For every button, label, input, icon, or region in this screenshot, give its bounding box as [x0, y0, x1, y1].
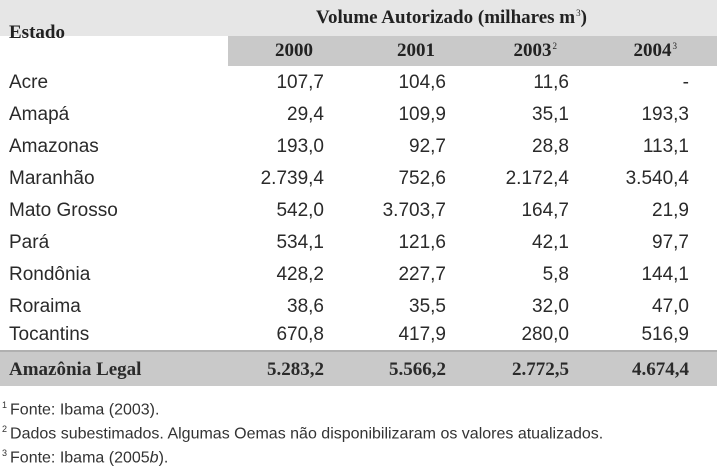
table-row: Tocantins 670,8 417,9 280,0 516,9	[0, 318, 717, 350]
volume-column-header: Volume Autorizado (milhares m3)	[316, 7, 587, 29]
cell-2001: 227,7	[398, 264, 446, 285]
footnote-number: 3	[2, 448, 8, 458]
total-2000: 5.283,2	[267, 359, 324, 380]
cell-2001: 92,7	[409, 136, 446, 157]
year-label: 2004	[633, 40, 672, 61]
cell-2001: 3.703,7	[382, 200, 446, 221]
cell-2003: 280,0	[521, 324, 569, 345]
volume-title: Volume Autorizado (milhares m	[316, 7, 576, 28]
cell-2001: 104,6	[398, 72, 446, 93]
row-estado: Mato Grosso	[9, 200, 118, 221]
cell-2000: 2.739,4	[260, 168, 324, 189]
cell-2001: 417,9	[398, 324, 446, 345]
cell-2000: 534,1	[276, 232, 324, 253]
table-header-top	[0, 0, 717, 36]
year-label: 2003	[513, 40, 552, 61]
table-row: Pará 534,1 121,6 42,1 97,7	[0, 226, 717, 258]
row-estado: Roraima	[9, 296, 81, 317]
total-label: Amazônia Legal	[9, 359, 142, 380]
cell-2004: 3.540,4	[625, 168, 689, 189]
footnote-3: 3 Fonte: Ibama (2005b).	[2, 448, 168, 467]
table-header-years	[228, 36, 717, 66]
table-row: Roraima 38,6 35,5 32,0 47,0	[0, 290, 717, 322]
cell-2004: 97,7	[652, 232, 689, 253]
row-estado: Maranhão	[9, 168, 95, 189]
estado-column-header: Estado	[9, 22, 65, 43]
table-row: Acre 107,7 104,6 11,6 -	[0, 66, 717, 98]
cell-2004: 21,9	[652, 200, 689, 221]
cell-2004: -	[682, 72, 689, 93]
footnote-suffix: ).	[158, 449, 169, 467]
cell-2003: 35,1	[532, 104, 569, 125]
cell-2003: 5,8	[542, 264, 569, 285]
footnote-italic: b	[149, 449, 159, 467]
cell-2000: 542,0	[276, 200, 324, 221]
cell-2003: 2.172,4	[505, 168, 569, 189]
row-estado: Tocantins	[9, 324, 90, 345]
cell-2003: 32,0	[532, 296, 569, 317]
year-label: 2001	[397, 40, 435, 61]
footnote-text: Fonte: Ibama (2003).	[10, 401, 160, 419]
footnote-text: Dados subestimados. Algumas Oemas não di…	[10, 425, 604, 443]
table-row: Maranhão 2.739,4 752,6 2.172,4 3.540,4	[0, 162, 717, 194]
cell-2000: 428,2	[276, 264, 324, 285]
year-header-2004: 20043	[577, 40, 678, 62]
table-row: Mato Grosso 542,0 3.703,7 164,7 21,9	[0, 194, 717, 226]
total-2001: 5.566,2	[389, 359, 446, 380]
table-row: Rondônia 428,2 227,7 5,8 144,1	[0, 258, 717, 290]
cell-2003: 42,1	[532, 232, 569, 253]
year-sup: 3	[672, 40, 678, 51]
year-label: 2000	[275, 40, 313, 61]
cell-2001: 752,6	[398, 168, 446, 189]
cell-2000: 38,6	[287, 296, 324, 317]
row-estado: Amapá	[9, 104, 70, 125]
cell-2003: 11,6	[533, 72, 569, 93]
cell-2003: 164,7	[521, 200, 569, 221]
cell-2000: 107,7	[276, 72, 324, 93]
year-header-2000: 2000	[214, 40, 314, 62]
cell-2000: 670,8	[276, 324, 324, 345]
volume-title-close: )	[580, 7, 587, 28]
cell-2004: 113,1	[642, 136, 689, 157]
cell-2000: 193,0	[276, 136, 324, 157]
volume-unit-sup: 3	[576, 7, 581, 18]
footnote-number: 2	[2, 424, 8, 434]
cell-2003: 28,8	[532, 136, 569, 157]
cell-2004: 144,1	[641, 264, 689, 285]
year-sup: 2	[552, 40, 558, 51]
total-2004: 4.674,4	[632, 359, 689, 380]
cell-2001: 35,5	[409, 296, 446, 317]
year-header-2003: 20032	[457, 40, 558, 62]
volume-table: Estado Volume Autorizado (milhares m3) 2…	[0, 0, 717, 386]
footnote-1: 1 Fonte: Ibama (2003).	[2, 400, 159, 419]
row-estado: Rondônia	[9, 264, 91, 285]
footnote-number: 1	[2, 400, 8, 410]
cell-2004: 47,0	[652, 296, 689, 317]
year-header-2001: 2001	[336, 40, 436, 62]
row-estado: Pará	[9, 232, 50, 253]
cell-2004: 516,9	[641, 324, 689, 345]
footnote-text: Fonte: Ibama (2005	[10, 449, 150, 467]
total-row: Amazônia Legal 5.283,2 5.566,2 2.772,5 4…	[0, 350, 717, 386]
cell-2000: 29,4	[287, 104, 324, 125]
total-2003: 2.772,5	[512, 359, 569, 380]
cell-2004: 193,3	[641, 104, 689, 125]
table-row: Amapá 29,4 109,9 35,1 193,3	[0, 98, 717, 130]
row-estado: Acre	[9, 72, 49, 93]
cell-2001: 109,9	[398, 104, 446, 125]
cell-2001: 121,6	[398, 232, 446, 253]
table-row: Amazonas 193,0 92,7 28,8 113,1	[0, 130, 717, 162]
row-estado: Amazonas	[9, 136, 99, 157]
footnote-2: 2 Dados subestimados. Algumas Oemas não d…	[2, 424, 603, 443]
